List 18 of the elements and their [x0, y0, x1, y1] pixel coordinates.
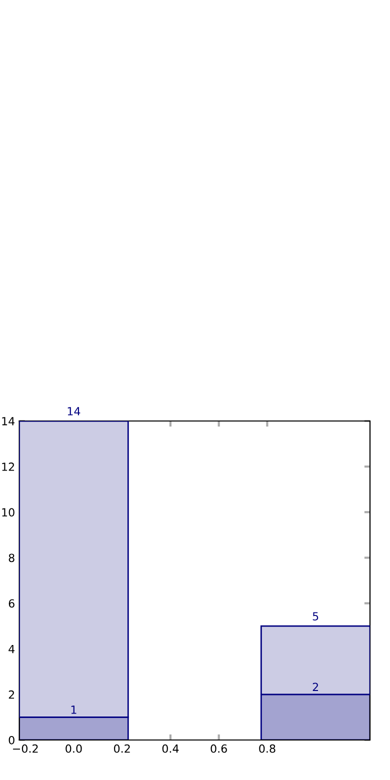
total-label: 5: [312, 612, 318, 620]
y-tick-label: 6: [8, 599, 14, 608]
y-tick-label: 8: [8, 554, 14, 562]
x-tick-label: 0.6: [210, 744, 227, 753]
y-tick-label: 2: [8, 690, 14, 699]
y-tick-label: 14: [2, 417, 15, 426]
y-tick-label: 10: [2, 508, 14, 517]
data-label: 2: [312, 682, 318, 691]
total-label: 14: [68, 407, 80, 416]
x-tick-label: 0.4: [162, 744, 179, 753]
x-tick-label: 0.0: [66, 744, 82, 753]
x-tick-label: 0.8: [259, 744, 276, 753]
x-tick-label: −0.2: [13, 744, 38, 753]
data-label: 1: [71, 706, 76, 714]
y-tick-label: 12: [2, 462, 14, 471]
y-tick-label: 0: [8, 736, 14, 744]
y-tick-label: 4: [8, 644, 15, 654]
x-tick-label: 0.2: [114, 744, 130, 753]
